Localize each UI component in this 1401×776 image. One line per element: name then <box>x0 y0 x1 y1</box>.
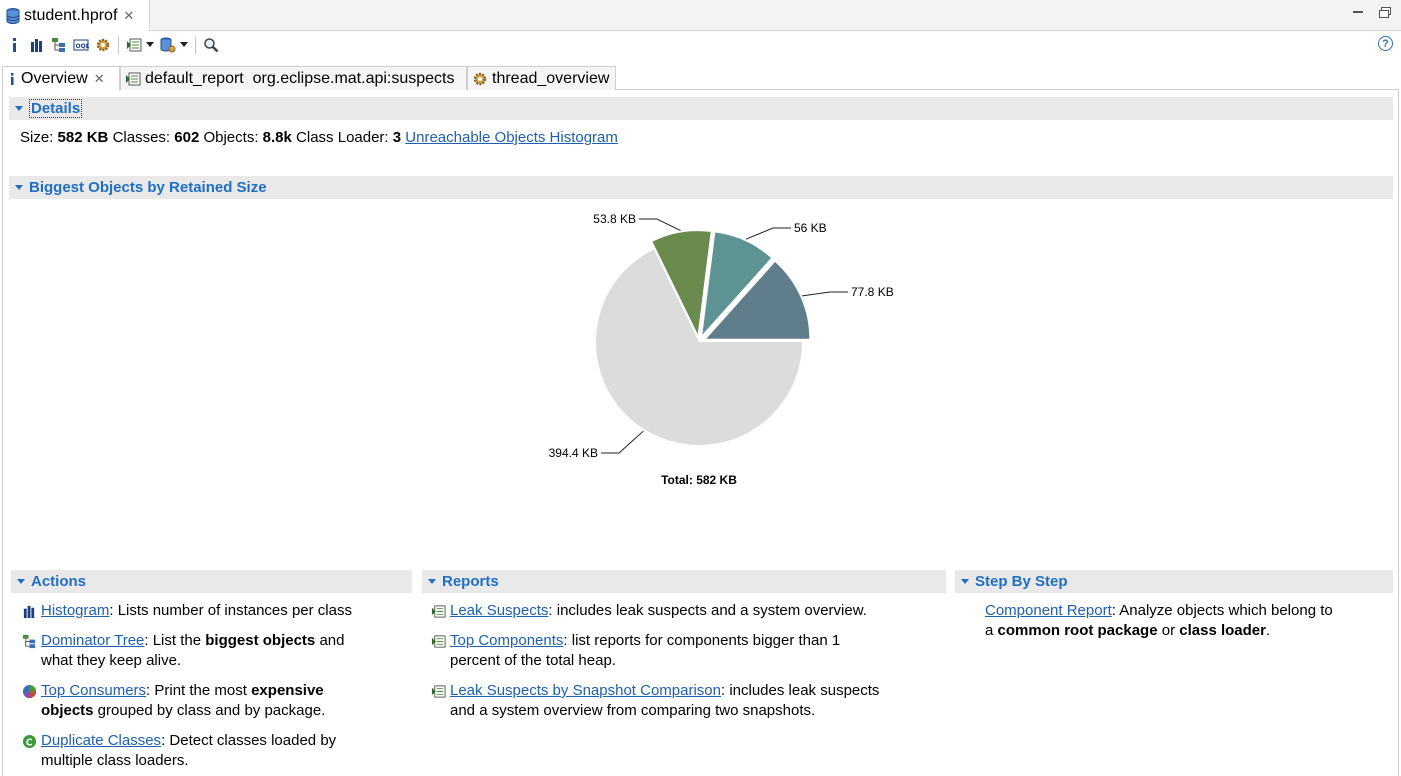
pie-leader-line <box>601 430 644 454</box>
chevron-down-icon <box>961 579 969 584</box>
close-icon[interactable]: ✕ <box>123 7 135 23</box>
chevron-down-icon <box>17 579 25 584</box>
restore-icon[interactable] <box>1377 4 1391 18</box>
database-icon <box>6 7 20 24</box>
details-header-label: Details <box>29 99 83 118</box>
chevron-down-icon <box>428 579 436 584</box>
report-icon <box>127 38 142 51</box>
pie-slice-label: 56 KB <box>794 221 827 235</box>
actions-header-label: Actions <box>31 573 87 590</box>
pie-slice-label: 394.4 KB <box>549 446 598 460</box>
svg-text:C: C <box>26 737 33 748</box>
tab-label: default_report org.eclipse.mat.api:suspe… <box>145 69 455 87</box>
database-gear-icon <box>160 37 176 52</box>
info-icon <box>11 73 14 85</box>
duplicate-classes-link[interactable]: Duplicate Classes <box>41 732 162 749</box>
tree-icon <box>22 634 36 649</box>
tree-icon <box>52 37 65 52</box>
step-by-step-section-header[interactable]: Step By Step <box>955 570 1393 593</box>
info-button[interactable] <box>4 34 26 56</box>
report-icon <box>431 635 446 648</box>
gear-icon <box>473 72 487 85</box>
leak-suspects-comparison-link[interactable]: Leak Suspects by Snapshot Comparison <box>450 682 721 699</box>
retained-size-pie-chart: 77.8 KB 56 KB 53.8 KB 394.4 KB Total: 582 KB <box>523 200 923 500</box>
report-icon <box>126 72 141 85</box>
tab-label: thread_overview <box>492 69 610 87</box>
pie-leader-line <box>802 291 848 297</box>
objects-value: 8.8k <box>262 129 292 146</box>
editor-tabbar: student.hprof ✕ <box>0 0 1401 31</box>
report-icon <box>431 605 446 618</box>
svg-text:OQL: OQL <box>76 43 90 50</box>
oql-button[interactable]: OQL <box>70 34 92 56</box>
toolbar-separator <box>195 35 196 54</box>
search-button[interactable] <box>200 34 222 56</box>
info-icon <box>13 37 16 52</box>
toolbar: OQL ? <box>0 31 1401 58</box>
component-report-link[interactable]: Component Report <box>985 602 1112 619</box>
tab-default-report[interactable]: default_report org.eclipse.mat.api:suspe… <box>120 66 467 90</box>
actions-section-header[interactable]: Actions <box>11 570 412 593</box>
details-section-header[interactable]: Details <box>9 97 1393 120</box>
pie-slice <box>596 249 802 446</box>
pie-slice-label: 77.8 KB <box>851 285 894 299</box>
query-browser-button[interactable] <box>157 34 179 56</box>
dominator-tree-link[interactable]: Dominator Tree <box>41 632 145 649</box>
classes-value: 602 <box>174 129 200 146</box>
pie-chart-icon <box>22 684 37 699</box>
run-report-button[interactable] <box>123 34 145 56</box>
pie-total-label: Total: 582 KB <box>661 473 737 487</box>
pie-slice <box>652 231 711 335</box>
duplicate-classes-icon: C <box>22 734 37 748</box>
chevron-down-icon[interactable] <box>180 42 188 47</box>
pie-leader-line <box>639 218 681 231</box>
class-loader-value: 3 <box>392 129 402 146</box>
details-summary: Size: 582 KB Classes: 602 Objects: 8.8k … <box>20 129 618 146</box>
chevron-down-icon <box>15 185 23 190</box>
toolbar-separator <box>118 35 119 54</box>
minimize-icon[interactable] <box>1351 4 1365 18</box>
inner-tabbar: Overview ✕ default_report org.eclipse.ma… <box>2 66 1399 91</box>
heap-dump-overview-button[interactable] <box>92 34 114 56</box>
tab-label: Overview <box>21 70 88 87</box>
histogram-link[interactable]: Histogram <box>41 602 110 619</box>
size-value: 582 KB <box>57 129 109 146</box>
biggest-objects-header-label: Biggest Objects by Retained Size <box>29 179 267 196</box>
top-consumers-link[interactable]: Top Consumers <box>41 682 147 699</box>
search-icon <box>204 37 219 52</box>
editor-tab-title: student.hprof <box>24 6 118 24</box>
tab-thread-overview[interactable]: thread_overview <box>467 66 616 90</box>
reports-header-label: Reports <box>442 573 499 590</box>
report-icon <box>431 685 446 698</box>
pie-slice-label: 53.8 KB <box>593 212 636 226</box>
chevron-down-icon[interactable] <box>146 42 154 47</box>
pie-leader-line <box>745 227 791 240</box>
close-icon[interactable]: ✕ <box>93 71 105 86</box>
step-by-step-header-label: Step By Step <box>975 573 1068 590</box>
oql-icon: OQL <box>73 39 90 50</box>
pie-slice <box>702 232 772 335</box>
top-components-link[interactable]: Top Components <box>450 632 564 649</box>
histogram-icon <box>23 605 35 619</box>
biggest-objects-section-header[interactable]: Biggest Objects by Retained Size <box>9 176 1393 199</box>
histogram-icon <box>31 38 42 52</box>
leak-suspects-link[interactable]: Leak Suspects <box>450 602 549 619</box>
reports-section-header[interactable]: Reports <box>422 570 946 593</box>
chevron-down-icon <box>15 106 23 111</box>
histogram-button[interactable] <box>26 34 48 56</box>
overview-content: Details Size: 582 KB Classes: 602 Object… <box>2 90 1399 776</box>
pie-slice <box>706 262 810 339</box>
unreachable-objects-histogram-link[interactable]: Unreachable Objects Histogram <box>405 129 618 146</box>
editor-tab-student-hprof[interactable]: student.hprof ✕ <box>0 0 150 31</box>
dominator-tree-button[interactable] <box>48 34 70 56</box>
gear-icon <box>96 38 110 51</box>
tab-overview[interactable]: Overview ✕ <box>2 66 120 91</box>
help-icon[interactable]: ? <box>1378 36 1393 51</box>
